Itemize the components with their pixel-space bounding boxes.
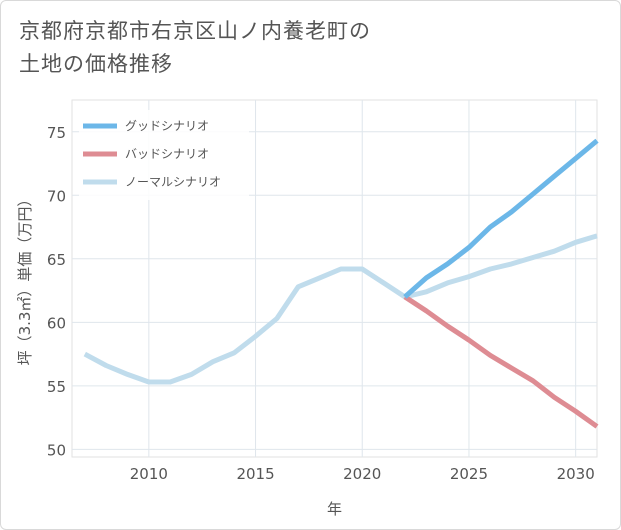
y-tick-label: 50 — [47, 441, 66, 459]
x-tick-label: 2010 — [130, 465, 168, 483]
legend-label-2: ノーマルシナリオ — [125, 175, 221, 189]
x-axis-title: 年 — [327, 500, 342, 518]
series-lines — [83, 138, 599, 429]
x-tick-label: 2025 — [450, 465, 488, 483]
series-line-2 — [83, 233, 598, 385]
y-axis-title: 坪（3.3㎡）単価（万円） — [16, 192, 34, 366]
plot-area — [71, 99, 598, 458]
y-tick-label: 60 — [47, 314, 66, 332]
y-tick-label: 75 — [47, 124, 66, 142]
tick-labels: 50 55 60 65 70 75 2010 2015 2020 2025 2030 — [47, 124, 595, 483]
x-tick-label: 2020 — [343, 465, 381, 483]
chart-title-line1: 京都府京都市右京区山ノ内養老町の — [19, 19, 371, 43]
legend-label-1: バッドシナリオ — [125, 147, 209, 161]
y-tick-label: 55 — [47, 378, 66, 396]
legend-label-0: グッドシナリオ — [125, 119, 209, 133]
y-tick-label: 70 — [47, 187, 66, 205]
chart-title: 京都府京都市右京区山ノ内養老町の 土地の価格推移 — [19, 15, 479, 81]
chart-title-line2: 土地の価格推移 — [19, 52, 173, 76]
series-line-0 — [403, 138, 599, 299]
x-tick-label: 2030 — [557, 465, 595, 483]
y-tick-label: 65 — [47, 251, 66, 269]
series-line-1 — [403, 294, 599, 429]
x-tick-label: 2015 — [236, 465, 274, 483]
